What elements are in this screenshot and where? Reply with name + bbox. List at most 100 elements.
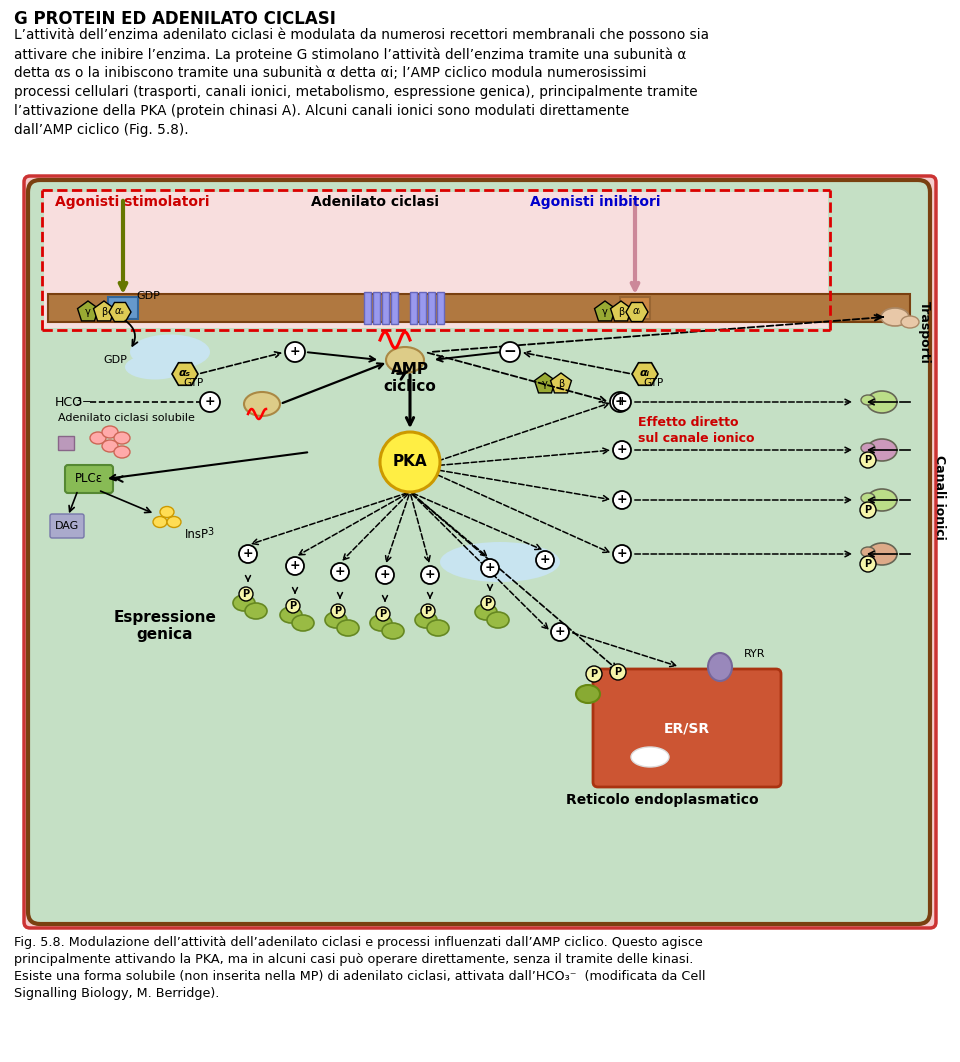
FancyBboxPatch shape (65, 465, 113, 493)
Text: Fig. 5.8. Modulazione dell’attività dell’adenilato ciclasi e processi influenzat: Fig. 5.8. Modulazione dell’attività dell… (14, 936, 703, 949)
Text: P: P (243, 589, 250, 599)
Text: +: + (616, 493, 627, 506)
Ellipse shape (861, 547, 875, 556)
Text: β: β (558, 379, 564, 389)
Text: P: P (590, 669, 597, 679)
Polygon shape (611, 301, 632, 321)
Ellipse shape (102, 440, 118, 452)
Text: 3: 3 (207, 527, 213, 537)
Text: P: P (864, 455, 872, 465)
Ellipse shape (576, 685, 600, 703)
Ellipse shape (245, 603, 267, 619)
Circle shape (860, 502, 876, 518)
Text: +: + (616, 395, 627, 408)
Circle shape (380, 432, 440, 492)
Text: Agonisti stimolatori: Agonisti stimolatori (55, 195, 209, 209)
Text: −: − (82, 397, 91, 407)
Text: PKA: PKA (393, 455, 427, 469)
Circle shape (376, 607, 390, 621)
Ellipse shape (867, 543, 897, 565)
Polygon shape (594, 301, 615, 321)
Text: attivare che inibire l’enzima. La proteine G stimolano l’attività dell’enzima tr: attivare che inibire l’enzima. La protei… (14, 47, 686, 62)
Text: +: + (485, 561, 495, 573)
Circle shape (331, 563, 349, 581)
Text: processi cellulari (trasporti, canali ionici, metabolismo, espressione genica), : processi cellulari (trasporti, canali io… (14, 85, 698, 99)
Ellipse shape (861, 493, 875, 503)
Circle shape (421, 566, 439, 584)
Polygon shape (550, 373, 571, 393)
Text: +: + (614, 395, 625, 408)
Bar (58, 436, 74, 450)
FancyBboxPatch shape (50, 514, 84, 538)
Circle shape (860, 556, 876, 572)
Circle shape (239, 545, 257, 563)
Text: β: β (101, 307, 108, 316)
Text: Adenilato ciclasi solubile: Adenilato ciclasi solubile (58, 413, 195, 423)
Circle shape (239, 587, 253, 601)
Bar (410, 292, 417, 324)
Text: P: P (289, 601, 297, 611)
Circle shape (481, 559, 499, 577)
Polygon shape (172, 363, 198, 386)
Ellipse shape (708, 653, 732, 681)
Text: P: P (864, 559, 872, 569)
Text: G PROTEIN ED ADENILATO CICLASI: G PROTEIN ED ADENILATO CICLASI (14, 10, 336, 28)
Text: Reticolo endoplasmatico: Reticolo endoplasmatico (565, 793, 758, 807)
Ellipse shape (386, 347, 424, 373)
Text: γ: γ (542, 379, 548, 389)
Ellipse shape (90, 432, 106, 444)
Ellipse shape (867, 391, 897, 413)
Circle shape (481, 596, 495, 610)
Text: dall’AMP ciclico (Fig. 5.8).: dall’AMP ciclico (Fig. 5.8). (14, 123, 188, 137)
Circle shape (286, 556, 304, 575)
Bar (428, 292, 435, 324)
Polygon shape (626, 303, 648, 322)
Text: DAG: DAG (55, 521, 79, 531)
Ellipse shape (475, 604, 497, 620)
Text: +: + (555, 626, 565, 638)
Text: Canali ionici: Canali ionici (933, 455, 947, 539)
Text: +: + (616, 547, 627, 560)
Text: L’attività dell’enzima adenilato ciclasi è modulata da numerosi recettori membra: L’attività dell’enzima adenilato ciclasi… (14, 28, 709, 42)
Text: detta αs o la inibiscono tramite una subunità α detta αi; l’AMP ciclico modula n: detta αs o la inibiscono tramite una sub… (14, 66, 646, 80)
Ellipse shape (114, 446, 130, 458)
Text: Agonisti inibitori: Agonisti inibitori (530, 195, 660, 209)
FancyBboxPatch shape (28, 179, 930, 924)
Circle shape (536, 551, 554, 569)
Text: GDP: GDP (103, 355, 127, 365)
Text: Signalling Biology, M. Berridge).: Signalling Biology, M. Berridge). (14, 987, 220, 1000)
Text: sul canale ionico: sul canale ionico (638, 431, 755, 445)
Text: 3: 3 (75, 397, 82, 407)
Bar (373, 292, 380, 324)
Ellipse shape (292, 615, 314, 631)
Text: Trasporti: Trasporti (918, 301, 930, 363)
Text: +: + (380, 568, 391, 581)
Bar (419, 292, 426, 324)
Bar (48, 294, 910, 322)
Circle shape (286, 599, 300, 613)
Text: +: + (243, 547, 253, 560)
Ellipse shape (487, 612, 509, 628)
Text: β: β (618, 307, 624, 316)
Text: Adenilato ciclasi: Adenilato ciclasi (311, 195, 439, 209)
Text: P: P (334, 606, 342, 616)
Text: γ: γ (85, 307, 91, 316)
Text: P: P (379, 609, 387, 619)
Ellipse shape (370, 615, 392, 631)
Text: Esiste una forma solubile (non inserita nella MP) di adenilato ciclasi, attivata: Esiste una forma solubile (non inserita … (14, 970, 706, 983)
Ellipse shape (901, 316, 919, 328)
Ellipse shape (102, 426, 118, 438)
Ellipse shape (867, 489, 897, 511)
Circle shape (860, 452, 876, 468)
Text: P: P (864, 506, 872, 515)
Text: InsP: InsP (185, 528, 209, 541)
Polygon shape (93, 301, 114, 321)
Ellipse shape (881, 308, 909, 326)
Text: GDP: GDP (136, 291, 160, 301)
Ellipse shape (153, 516, 167, 528)
Circle shape (613, 491, 631, 509)
Text: +: + (290, 559, 300, 572)
Text: P: P (485, 598, 492, 609)
Ellipse shape (631, 747, 669, 767)
Ellipse shape (244, 392, 280, 416)
